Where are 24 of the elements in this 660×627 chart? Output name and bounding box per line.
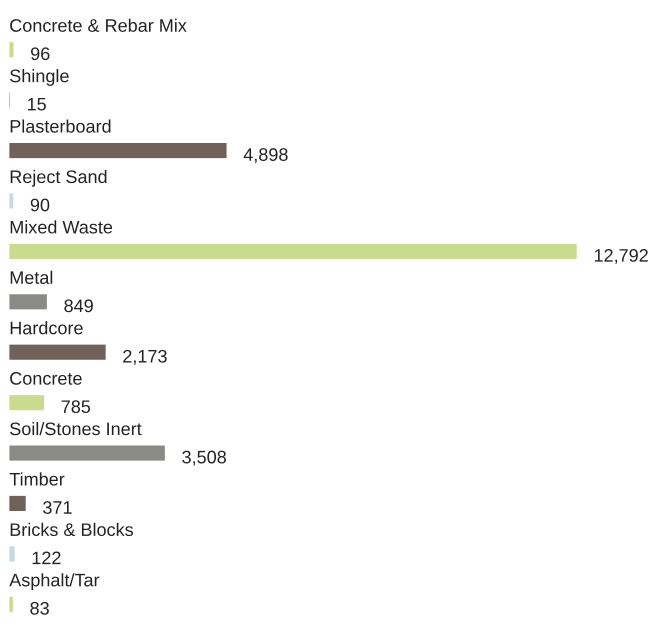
data-label: 785	[62, 400, 90, 414]
y-tick-label: Metal	[10, 270, 52, 284]
y-tick-label: Shingle	[10, 69, 69, 86]
y-tick-label: Timber	[10, 472, 64, 486]
data-label: 83	[30, 602, 49, 615]
y-tick-label: Reject Sand	[10, 170, 106, 187]
data-label: 12,792	[594, 249, 648, 264]
data-label: 122	[32, 552, 61, 564]
y-tick-label: Hardcore	[10, 321, 83, 334]
data-label: 4,898	[244, 148, 288, 164]
y-tick-label: Plasterboard	[10, 119, 110, 133]
data-label: 3,508	[182, 450, 226, 466]
data-label: 90	[30, 198, 50, 212]
data-label: 15	[28, 98, 46, 111]
y-tick-label: Asphalt/Tar	[9, 573, 100, 590]
data-label: 371	[43, 501, 72, 514]
y-tick-label: Concrete	[10, 372, 82, 385]
y-tick-label: Soil/Stones Inert	[10, 422, 142, 436]
data-label: 849	[64, 299, 93, 312]
y-tick-label: Concrete & Rebar Mix	[10, 18, 187, 32]
y-tick-label: Bricks & Blocks	[10, 522, 133, 536]
y-tick-label: Mixed Waste	[10, 220, 112, 234]
data-label: 96	[31, 47, 50, 60]
data-label: 2,173	[123, 350, 167, 365]
